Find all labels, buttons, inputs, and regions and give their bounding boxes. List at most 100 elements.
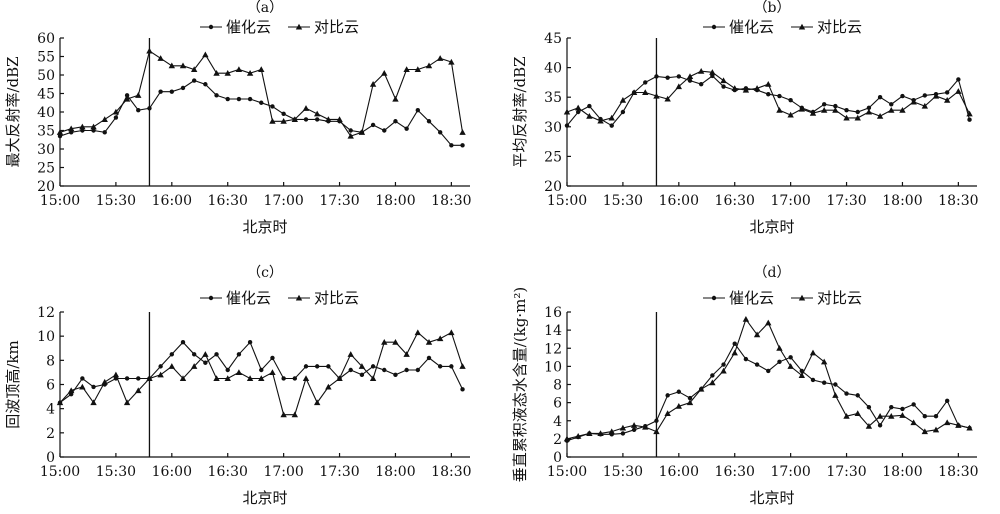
data-point — [686, 73, 694, 80]
y-tick-label: 60 — [37, 31, 55, 47]
y-tick-label: 25 — [544, 149, 562, 165]
data-point — [675, 83, 683, 90]
data-point — [900, 406, 905, 412]
data-point — [190, 66, 198, 73]
data-point — [675, 403, 683, 409]
data-point — [247, 96, 253, 102]
data-point — [179, 375, 187, 382]
x-tick-label: 15:30 — [96, 193, 136, 209]
data-point — [235, 66, 243, 73]
data-point — [79, 383, 86, 390]
data-point — [358, 363, 366, 369]
data-point — [876, 112, 884, 119]
data-point — [910, 419, 917, 426]
data-point — [654, 74, 659, 79]
x-tick-label: 17:30 — [319, 193, 359, 209]
data-point — [426, 119, 432, 124]
data-point — [281, 376, 286, 381]
data-point — [112, 371, 120, 378]
data-point — [269, 369, 276, 375]
data-point — [258, 66, 265, 73]
data-point — [381, 339, 388, 345]
data-point — [460, 387, 465, 392]
series-line — [59, 331, 464, 416]
data-point — [302, 375, 310, 382]
data-point — [123, 95, 131, 102]
data-point — [449, 143, 454, 148]
data-point — [955, 422, 962, 428]
data-point — [721, 362, 726, 367]
legend-label-catalyzed: 催化云 — [226, 289, 271, 307]
legend-marker-contrast — [798, 294, 806, 301]
data-point — [643, 80, 648, 85]
data-point — [664, 95, 671, 102]
data-point — [820, 358, 828, 365]
data-point — [190, 363, 198, 369]
data-point — [291, 116, 299, 122]
data-point — [68, 130, 74, 135]
data-point — [270, 355, 275, 361]
data-point — [877, 95, 883, 100]
x-tick-label: 15:30 — [96, 464, 136, 480]
x-tick-label: 17:30 — [826, 193, 866, 209]
legend-label-catalyzed: 催化云 — [729, 289, 774, 307]
data-point — [855, 393, 860, 398]
data-point — [202, 351, 209, 357]
data-point — [414, 66, 422, 73]
data-point — [101, 378, 108, 385]
series-catalyzed — [57, 340, 465, 405]
data-point — [67, 387, 75, 394]
data-point — [403, 351, 410, 357]
data-point — [448, 58, 455, 65]
legend-label-catalyzed: 催化云 — [226, 18, 271, 36]
data-point — [889, 404, 894, 410]
legend: 催化云 对比云 — [703, 289, 862, 307]
data-point — [146, 47, 153, 54]
data-point — [247, 340, 253, 345]
data-point — [414, 329, 422, 336]
data-point — [259, 367, 264, 373]
x-tick-label: 15:00 — [40, 464, 80, 480]
data-point — [214, 352, 219, 357]
legend-marker-catalyzed — [711, 24, 717, 30]
data-point — [302, 105, 310, 111]
x-tick-label: 16:00 — [659, 193, 699, 209]
data-point — [687, 395, 693, 401]
data-point — [575, 109, 581, 115]
x-tick-label: 16:00 — [152, 464, 192, 480]
data-point — [720, 367, 727, 374]
data-point — [899, 107, 906, 113]
data-point — [587, 103, 592, 109]
legend-label-contrast: 对比云 — [817, 289, 862, 307]
data-point — [665, 75, 670, 80]
series-line — [59, 50, 464, 137]
data-point — [135, 387, 142, 394]
data-point — [235, 369, 243, 375]
y-tick-label: 20 — [544, 179, 562, 195]
data-point — [57, 133, 63, 139]
data-point — [202, 51, 209, 58]
y-tick-label: 14 — [544, 323, 562, 339]
y-tick-label: 50 — [37, 68, 55, 84]
data-point — [336, 375, 343, 382]
data-point — [91, 128, 96, 133]
legend-label-contrast: 对比云 — [817, 18, 862, 36]
data-point — [620, 431, 626, 436]
series-contrast — [56, 47, 466, 139]
x-tick-label: 17:00 — [770, 464, 810, 480]
data-point — [765, 80, 772, 87]
data-point — [765, 319, 772, 326]
data-point — [943, 419, 951, 426]
data-point — [564, 123, 570, 128]
data-point — [574, 104, 582, 111]
data-point — [90, 123, 97, 130]
data-point — [866, 404, 872, 410]
data-point — [676, 74, 682, 79]
data-point — [720, 77, 727, 84]
data-point — [90, 399, 97, 406]
series-contrast — [563, 316, 973, 442]
data-point — [944, 398, 950, 404]
data-point — [921, 428, 929, 435]
data-point — [821, 102, 827, 107]
y-tick-label: 35 — [37, 124, 55, 140]
